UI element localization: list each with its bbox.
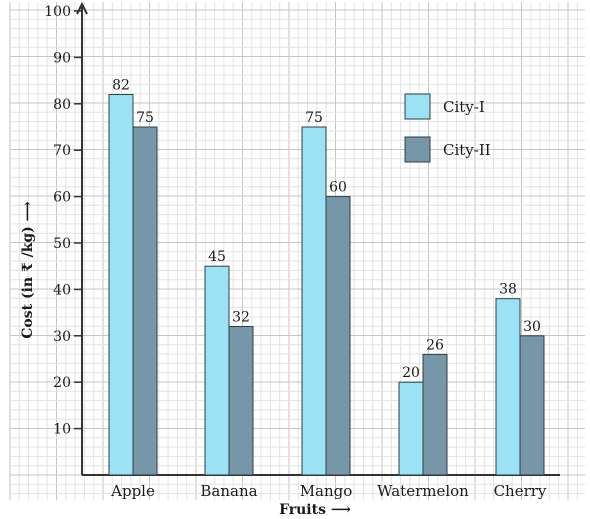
x-tick-label: Watermelon: [377, 482, 469, 500]
y-tick-label: 10: [53, 422, 71, 438]
legend-swatch-city-1: [404, 93, 431, 120]
legend-label: City-I: [443, 98, 485, 116]
bar-city-2-apple: [132, 126, 158, 476]
bars: [108, 94, 545, 476]
data-label: 30: [523, 319, 541, 335]
data-label: 20: [402, 365, 420, 381]
bar-city-2-mango: [325, 196, 351, 476]
data-label: 26: [426, 337, 444, 353]
y-tick-label: 30: [53, 329, 71, 345]
data-label: 38: [499, 282, 517, 298]
y-tick-label: 90: [53, 50, 71, 66]
data-label: 75: [136, 110, 154, 126]
bar-city-1-cherry: [495, 298, 521, 476]
x-tick-label: Mango: [300, 482, 353, 500]
y-tick-label: 40: [53, 282, 71, 298]
legend: City-I City-II: [404, 93, 491, 163]
bar-city-1-mango: [301, 126, 327, 476]
y-tick-label: 80: [53, 97, 71, 113]
data-label: 32: [232, 310, 250, 326]
data-label: 82: [112, 78, 130, 94]
y-tick-label: 50: [53, 236, 71, 252]
y-tick-label: 60: [53, 190, 71, 206]
bar-city-2-banana: [228, 326, 254, 476]
y-tick-label: 20: [53, 375, 71, 391]
x-axis-title: Fruits ⟶: [279, 502, 351, 518]
labels: 10 20 30 40 50 60 70 80 90 100 82 75 Apple 45 32 Banana…: [44, 4, 547, 500]
x-tick-label: Banana: [200, 482, 257, 500]
data-label: 60: [329, 180, 347, 196]
y-tick-label: 100: [44, 4, 71, 20]
bar-city-1-banana: [204, 265, 230, 476]
data-label: 45: [208, 249, 226, 265]
y-axis-title: Cost (in ₹ /kg) ⟶: [20, 201, 36, 338]
data-label: 75: [305, 110, 323, 126]
bar-city-2-cherry: [519, 335, 545, 476]
bar-city-1-apple: [108, 94, 134, 476]
bar-city-1-watermelon: [398, 381, 424, 476]
x-tick-label: Cherry: [494, 482, 547, 500]
legend-swatch-city-2: [404, 136, 431, 163]
y-tick-label: 70: [53, 143, 71, 159]
legend-label: City-II: [443, 141, 491, 159]
bar-city-2-watermelon: [422, 353, 448, 476]
x-tick-label: Apple: [110, 482, 155, 500]
